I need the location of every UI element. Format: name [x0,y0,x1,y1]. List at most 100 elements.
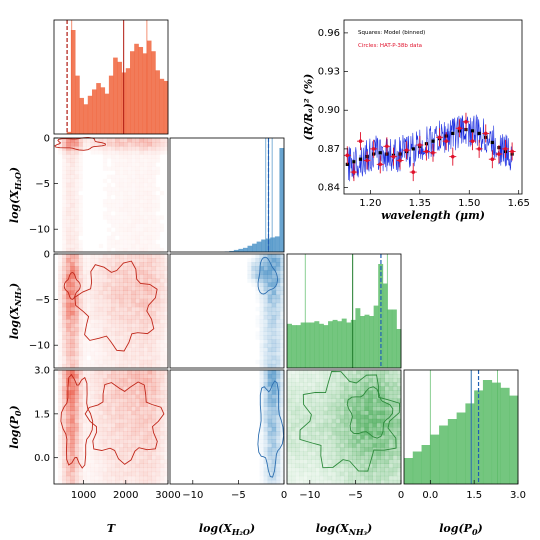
density-cell [143,475,148,481]
density-cell [291,455,296,460]
density-cell [111,298,116,304]
density-cell [331,382,337,387]
density-cell [66,266,71,271]
density-cell [123,459,128,464]
density-cell [94,431,100,436]
density-cell [155,363,161,369]
density-cell [94,294,100,300]
density-cell [147,195,153,200]
density-cell [143,427,148,432]
density-cell [152,211,156,215]
density-cell [131,422,136,428]
density-cell [94,406,100,412]
density-cell [271,339,277,344]
density-cell [155,142,161,147]
density-cell [151,298,157,304]
density-cell [131,447,136,452]
density-cell [271,286,277,291]
x-axis-label-subscript: NH₃ [348,527,368,537]
density-cell [159,254,165,259]
density-cell [119,447,124,452]
density-cell [279,323,285,328]
density-cell [392,431,398,436]
density-cell [62,302,67,308]
density-cell [143,262,148,267]
density-cell [339,439,345,444]
density-cell [151,475,157,481]
density-cell [119,150,124,155]
density-cell [271,343,277,348]
density-cell [335,455,341,460]
density-cell [360,479,365,485]
density-cell [263,398,269,403]
density-cell [155,298,161,304]
density-cell [70,298,75,304]
density-cell [82,431,87,436]
density-cell [323,414,329,420]
density-cell [115,175,119,179]
density-cell [115,182,120,188]
density-cell [111,274,116,279]
density-cell [263,351,269,357]
density-cell [135,327,140,332]
density-cell [78,479,83,485]
density-cell [139,270,144,275]
density-cell [156,236,160,240]
density-cell [119,363,124,369]
density-cell [135,331,140,336]
density-cell [279,343,285,348]
density-cell [147,382,153,387]
density-cell [62,382,67,387]
density-cell [256,360,260,364]
density-cell [139,359,144,365]
density-cell [335,451,341,456]
histogram-bar [238,248,244,252]
density-cell [70,351,75,357]
density-cell [151,347,157,353]
density-cell [348,435,353,440]
density-cell [331,479,337,485]
density-cell [380,443,386,448]
density-cell [348,451,353,456]
density-cell [143,323,148,328]
density-cell [74,443,79,448]
density-cell [295,422,300,428]
histogram-bar [79,97,84,134]
density-cell [380,447,386,452]
density-cell [259,427,264,432]
density-cell [66,258,71,263]
density-cell [339,370,345,375]
density-cell [335,479,341,485]
density-cell [94,382,100,387]
density-cell [271,447,277,452]
density-cell [279,290,285,296]
density-cell [119,398,124,403]
density-cell [263,410,269,416]
density-cell [323,451,329,456]
density-cell [62,467,67,473]
density-cell [86,274,91,279]
density-cell [352,475,357,481]
density-cell [384,410,390,416]
data-point [477,147,481,151]
density-cell [259,311,264,316]
data-point [404,148,409,152]
density-cell [102,331,108,336]
density-cell [295,447,300,452]
density-cell [384,431,390,436]
density-cell [127,459,132,464]
density-cell [319,382,324,387]
density-cell [127,239,132,245]
density-cell [123,359,128,365]
density-cell [139,363,144,369]
density-cell [70,150,75,155]
density-cell [58,150,62,154]
density-cell [151,231,157,237]
density-cell [131,274,136,279]
density-cell [384,427,390,432]
density-cell [94,479,100,485]
density-cell [380,463,386,469]
density-cell [255,294,260,300]
density-cell [352,467,357,473]
density-cell [315,475,320,481]
